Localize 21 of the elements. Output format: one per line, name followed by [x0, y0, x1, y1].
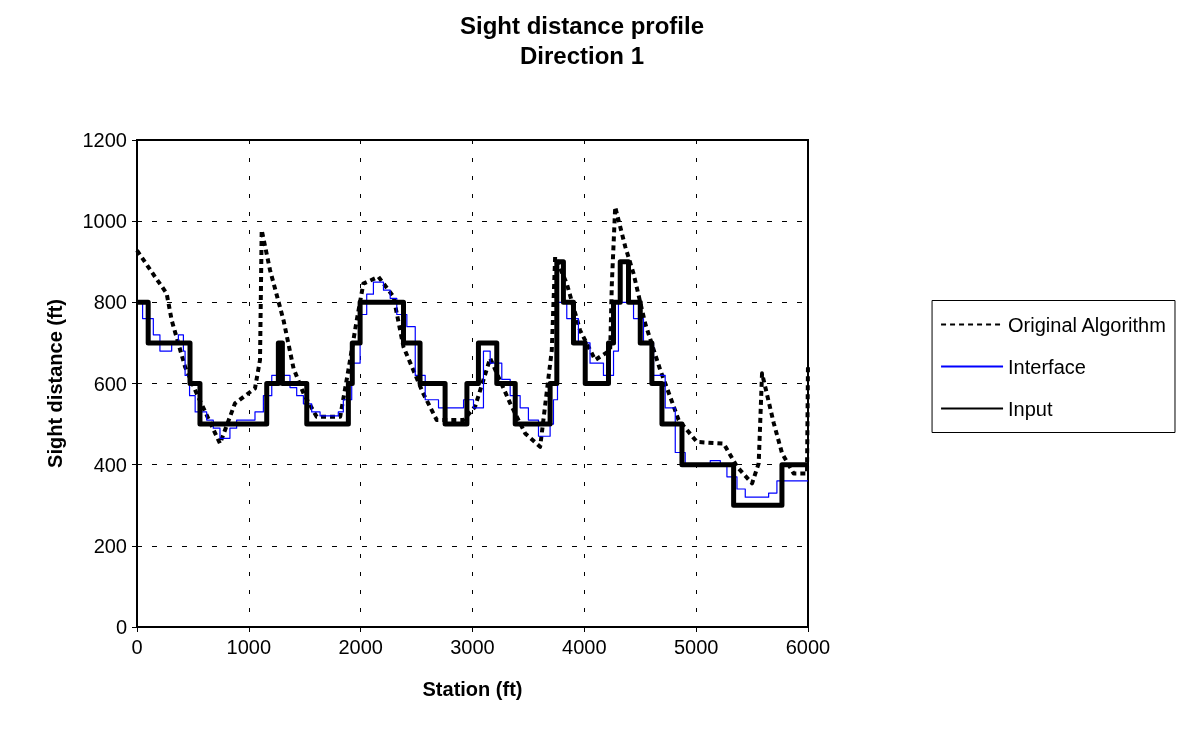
y-tick-label: 600	[93, 372, 127, 395]
y-tick-label: 200	[93, 534, 127, 557]
legend-label: Original Algorithm	[1008, 313, 1166, 336]
y-axis-title: Sight distance (ft)	[44, 299, 66, 468]
legend-label: Interface	[1008, 355, 1086, 378]
x-tick-label: 4000	[562, 636, 607, 658]
chart-subtitle: Direction 1	[519, 41, 645, 69]
chart-title: Sight distance profile	[459, 11, 705, 39]
legend-label: Input	[1008, 397, 1053, 420]
x-tick-label: 5000	[673, 636, 719, 658]
y-tick-label: 0	[115, 616, 127, 638]
x-tick-label: 0	[131, 636, 143, 658]
x-axis-title: Station (ft)	[422, 678, 523, 700]
x-tick-label: 2000	[338, 636, 383, 658]
x-tick-label: 1000	[226, 636, 272, 658]
y-tick-label: 800	[93, 291, 127, 314]
x-tick-label: 3000	[450, 636, 495, 658]
y-tick-label: 1000	[82, 210, 127, 233]
y-tick-label: 1200	[82, 129, 127, 151]
y-tick-label: 400	[93, 453, 127, 476]
x-tick-label: 6000	[785, 636, 831, 658]
